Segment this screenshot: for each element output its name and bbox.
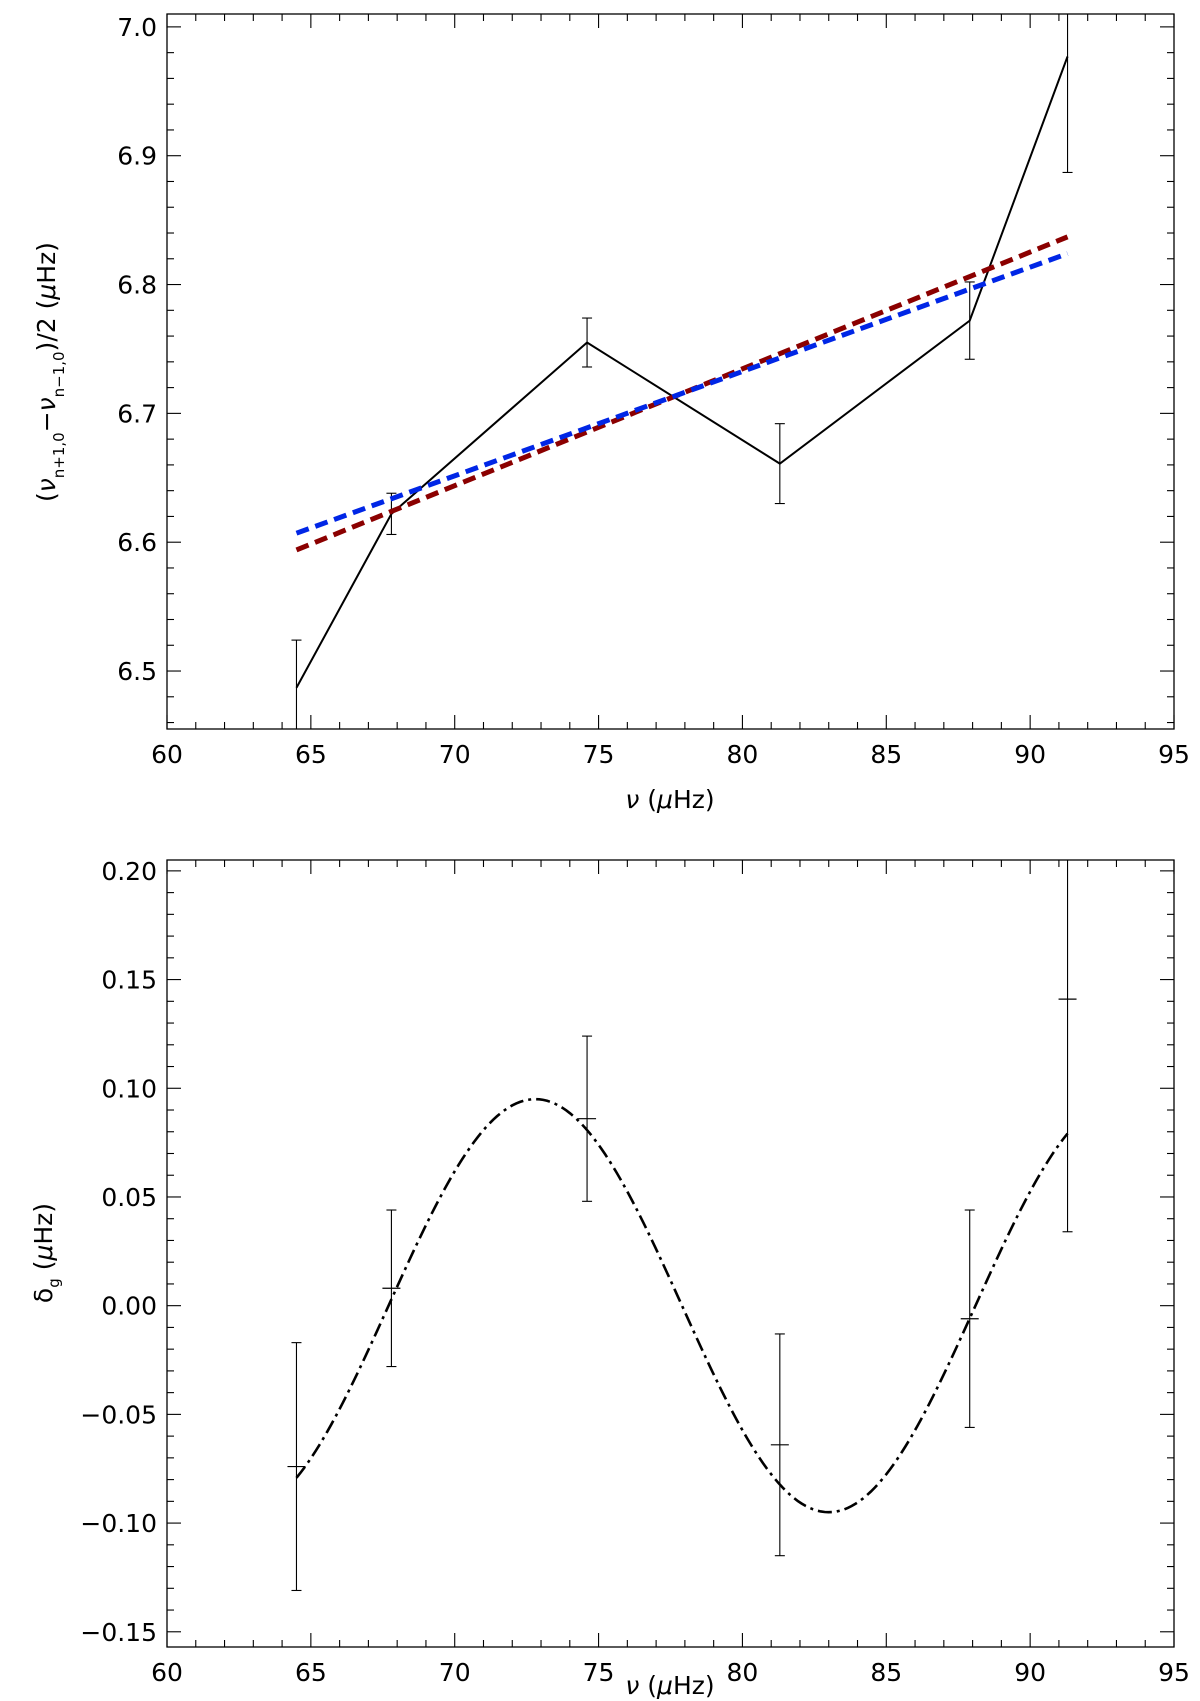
x-tick-label: 85 (870, 740, 902, 769)
x-tick-label: 80 (727, 740, 759, 769)
top-x-axis-label: ν (μHz) (625, 785, 714, 814)
top-panel: 60 65 70 75 80 85 90 95 6.5 6.6 6.7 6.8 6.9 7.0 ν (μ… (32, 13, 1190, 814)
fit-line-blue (295, 251, 1069, 536)
y-tick-label: 6.5 (117, 657, 157, 686)
y-tick-label: 7.0 (117, 13, 157, 42)
x-tick-label: 90 (1014, 1658, 1046, 1687)
model-curve (295, 1097, 1069, 1514)
x-tick-label: 95 (1158, 740, 1190, 769)
x-tick-label: 80 (727, 1658, 759, 1687)
y-tick-label: −0.05 (80, 1400, 157, 1429)
top-y-ticks: 6.5 6.6 6.7 6.8 6.9 7.0 (117, 13, 1174, 724)
y-tick-label: 0.20 (101, 857, 157, 886)
x-tick-label: 90 (1014, 740, 1046, 769)
x-tick-label: 75 (583, 1658, 615, 1687)
x-tick-label: 60 (151, 1658, 183, 1687)
y-tick-label: 0.10 (101, 1074, 157, 1103)
top-data-marks (291, 14, 1073, 729)
top-y-axis-label: (νn+1,0−νn−1,0)/2 (μHz) (32, 242, 68, 502)
bottom-plot-frame (166, 859, 1175, 1648)
y-tick-label: 6.8 (117, 271, 157, 300)
y-tick-label: −0.10 (80, 1509, 157, 1538)
data-line (295, 56, 1069, 689)
y-tick-label: 6.7 (117, 399, 157, 428)
bottom-panel: 60 65 70 75 80 85 90 95 −0.15 −0.10 −0.05 0.00 0.05… (29, 857, 1190, 1700)
x-tick-label: 95 (1158, 1658, 1190, 1687)
bottom-data-marks (287, 860, 1077, 1592)
x-tick-label: 75 (583, 740, 615, 769)
x-tick-label: 65 (295, 740, 327, 769)
x-tick-label: 65 (295, 1658, 327, 1687)
top-plot-frame (166, 13, 1175, 730)
y-tick-label: −0.15 (80, 1618, 157, 1647)
x-tick-label: 70 (439, 740, 471, 769)
y-tick-label: 6.6 (117, 528, 157, 557)
y-tick-label: 0.05 (101, 1183, 157, 1212)
top-x-ticks: 60 65 70 75 80 85 90 95 (151, 14, 1190, 769)
bottom-y-ticks: −0.15 −0.10 −0.05 0.00 0.05 0.10 0.15 0.20 (80, 857, 1174, 1647)
bottom-x-axis-label: ν (μHz) (625, 1671, 714, 1700)
y-tick-label: 6.9 (117, 142, 157, 171)
bottom-x-ticks: 60 65 70 75 80 85 90 95 (151, 860, 1190, 1687)
x-tick-label: 60 (151, 740, 183, 769)
y-tick-label: 0.15 (101, 966, 157, 995)
x-tick-label: 85 (870, 1658, 902, 1687)
x-tick-label: 70 (439, 1658, 471, 1687)
y-tick-label: 0.00 (101, 1292, 157, 1321)
bottom-y-axis-label: δg (μHz) (29, 1203, 63, 1303)
